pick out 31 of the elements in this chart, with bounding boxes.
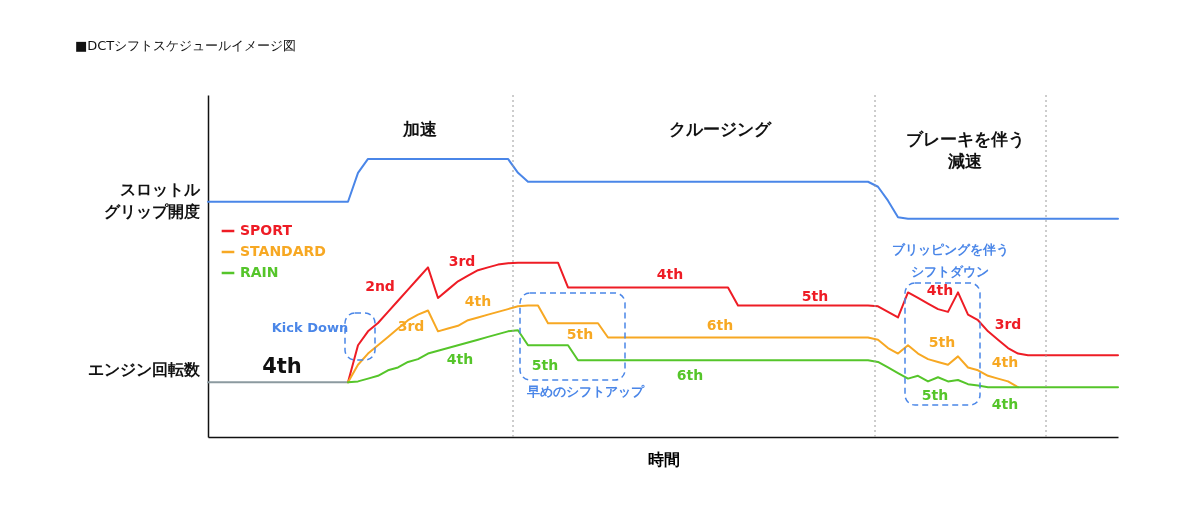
annotation: 5th xyxy=(921,387,949,403)
annotation: 4th xyxy=(926,282,954,298)
annotation: 2nd xyxy=(365,278,395,294)
annotation: ブレーキを伴う減速 xyxy=(905,129,1025,171)
annotation: 4th xyxy=(656,266,684,282)
annotation: ブリッピングを伴うシフトダウン xyxy=(891,242,1009,279)
text: クルージング xyxy=(669,119,772,139)
annotation: 6th xyxy=(676,367,704,383)
annotation: 5th xyxy=(801,288,829,304)
annotation: 4th xyxy=(262,354,302,378)
annotation: 4th xyxy=(446,351,474,367)
text: 加速 xyxy=(402,119,437,139)
annotation: 4th xyxy=(464,293,492,309)
annotation: 4th xyxy=(991,354,1019,370)
series-label: エンジン回転数 xyxy=(88,360,201,380)
annotation: 3rd xyxy=(994,316,1022,332)
series-label: スロットルグリップ開度 xyxy=(104,179,201,221)
annotation: 4th xyxy=(991,396,1019,412)
chart-title: ■DCTシフトスケジュールイメージ図 xyxy=(75,37,297,53)
annotation: Kick Down xyxy=(271,320,349,335)
legend-label: SPORT xyxy=(240,222,293,238)
annotation: 5th xyxy=(566,326,594,342)
annotation: 5th xyxy=(531,357,559,373)
annotation: 早めのシフトアップ xyxy=(525,384,645,399)
legend-label: RAIN xyxy=(240,264,279,280)
x-axis-title: 時間 xyxy=(647,449,680,469)
legend-label: STANDARD xyxy=(240,243,326,259)
annotation: 5th xyxy=(928,334,956,350)
annotation: 3rd xyxy=(448,253,476,269)
annotation: 3rd xyxy=(397,318,425,334)
annotation: 6th xyxy=(706,317,734,333)
